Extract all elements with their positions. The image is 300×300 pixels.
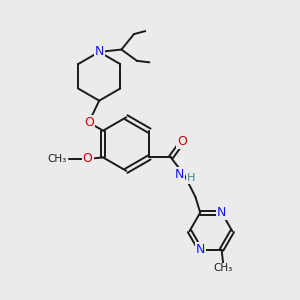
Text: O: O — [83, 152, 92, 165]
Text: N: N — [196, 243, 205, 256]
Text: O: O — [177, 136, 187, 148]
Text: N: N — [94, 45, 104, 58]
Text: CH₃: CH₃ — [214, 263, 233, 273]
Text: O: O — [84, 116, 94, 129]
Text: N: N — [175, 168, 184, 181]
Text: N: N — [217, 206, 226, 219]
Text: CH₃: CH₃ — [47, 154, 67, 164]
Text: H: H — [187, 172, 195, 183]
